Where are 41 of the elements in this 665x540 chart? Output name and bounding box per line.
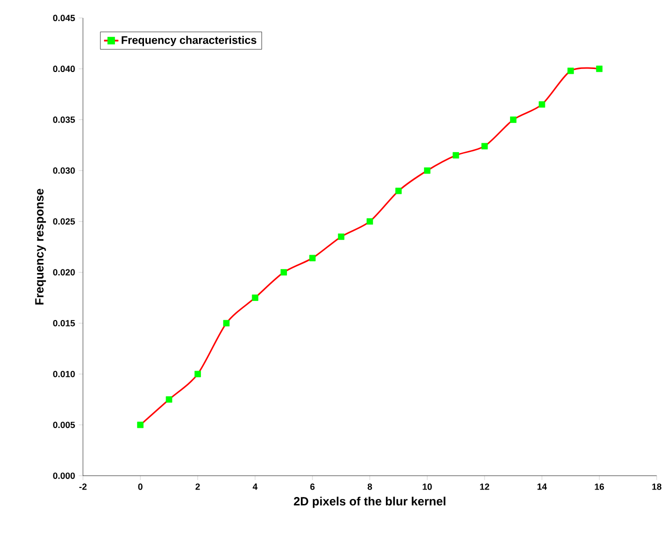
x-tick-label: 8	[368, 484, 372, 490]
x-tick-label: 10	[422, 484, 432, 490]
point	[223, 320, 230, 326]
x-tick-label: 12	[480, 484, 490, 490]
y-tick-label: 0.035	[53, 116, 75, 124]
point	[424, 168, 430, 174]
x-tick-label: 2	[196, 484, 200, 490]
x-axis-title: 2D pixels of the blur kernel	[294, 496, 446, 508]
x-tick-label: 16	[594, 484, 604, 490]
point	[309, 255, 316, 262]
x-tick-label: 0	[138, 484, 142, 490]
point	[596, 66, 603, 72]
y-tick-label: 0.010	[53, 370, 75, 378]
x-tick-label: 14	[538, 484, 547, 490]
point	[338, 234, 344, 240]
point	[252, 294, 258, 302]
y-tick-label: 0.040	[53, 66, 75, 72]
point	[452, 152, 460, 159]
y-tick-label: 0.005	[53, 422, 75, 428]
x-tick-label: 6	[310, 484, 315, 490]
point	[481, 143, 488, 150]
x-tick-label: 4	[252, 484, 258, 490]
y-tick-label: 0.020	[53, 269, 75, 276]
y-tick-label: 0.015	[53, 320, 75, 326]
point	[366, 218, 374, 225]
y-tick-label: 0.025	[53, 218, 75, 225]
point	[166, 396, 172, 403]
point	[137, 422, 144, 428]
point	[395, 188, 402, 194]
y-tick-label: 0.000	[53, 472, 75, 480]
point	[538, 101, 546, 108]
point	[567, 68, 574, 74]
y-axis-title: Frequency response	[35, 188, 46, 305]
point	[280, 269, 287, 276]
y-tick-label: 0.045	[53, 14, 75, 22]
point	[510, 116, 516, 124]
x-tick-label: -2	[79, 484, 87, 490]
x-tick-label: 18	[652, 484, 662, 490]
y-tick-label: 0.030	[53, 168, 75, 174]
legend-label: Frequency characteristics	[122, 36, 256, 46]
point	[194, 370, 201, 378]
